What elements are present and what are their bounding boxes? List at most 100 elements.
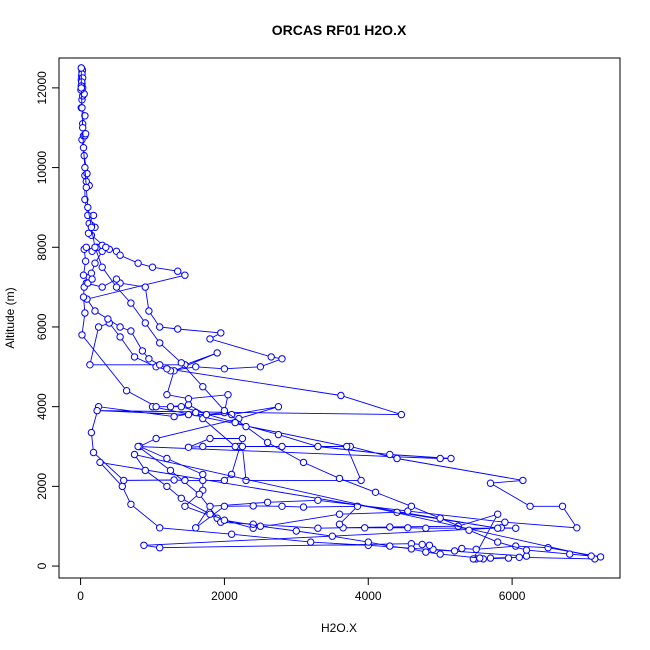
- data-point: [163, 454, 171, 463]
- data-point: [156, 524, 164, 532]
- data-point: [386, 523, 394, 531]
- y-tick-label: 10000: [35, 151, 49, 185]
- data-point: [278, 442, 286, 451]
- data-point: [141, 319, 150, 327]
- data-point: [81, 112, 89, 120]
- data-point: [299, 458, 308, 467]
- data-point: [81, 130, 90, 138]
- data-point: [82, 183, 91, 192]
- data-point: [81, 309, 89, 317]
- data-point: [436, 550, 444, 558]
- series-line: [80, 67, 603, 560]
- data-point: [337, 391, 345, 400]
- data-point: [87, 428, 96, 437]
- data-point: [141, 466, 150, 475]
- data-point: [130, 353, 139, 361]
- data-point: [274, 403, 283, 411]
- data-point: [199, 476, 207, 485]
- data-point: [156, 323, 164, 331]
- y-tick-label: 0: [35, 562, 49, 569]
- data-point: [274, 430, 283, 439]
- data-point: [78, 104, 86, 112]
- data-point: [314, 496, 322, 504]
- data-point: [87, 269, 96, 277]
- data-point: [112, 275, 121, 283]
- data-point: [79, 293, 88, 301]
- data-point: [361, 524, 369, 532]
- data-point: [371, 488, 380, 496]
- y-tick-label: 8000: [35, 234, 49, 261]
- data-point: [148, 263, 157, 271]
- data-point: [163, 365, 171, 373]
- data-point: [177, 494, 186, 502]
- data-point: [77, 84, 86, 92]
- data-point: [87, 223, 96, 232]
- data-point: [166, 403, 175, 411]
- data-point: [299, 503, 308, 511]
- data-point: [134, 259, 142, 267]
- data-point: [494, 538, 502, 546]
- data-point: [314, 524, 322, 532]
- data-point: [242, 476, 250, 485]
- data-point: [78, 331, 86, 339]
- plot-area: [58, 57, 621, 579]
- data-point: [407, 502, 416, 510]
- data-point: [263, 498, 272, 506]
- x-tick-label: 6000: [499, 589, 526, 603]
- data-point: [486, 479, 495, 487]
- data-point: [174, 325, 182, 333]
- y-tick-label: 4000: [35, 393, 49, 420]
- data-point: [91, 259, 99, 267]
- data-point: [458, 544, 466, 553]
- data-point: [166, 466, 175, 475]
- data-point: [231, 442, 239, 451]
- data-point: [79, 144, 88, 152]
- data-point: [256, 522, 265, 530]
- data-point: [418, 540, 426, 549]
- data-point: [242, 422, 250, 431]
- series-line: [80, 68, 592, 559]
- data-point: [156, 544, 164, 552]
- data-point: [170, 476, 178, 484]
- data-point: [397, 410, 406, 419]
- data-point: [199, 383, 207, 391]
- x-tick-label: 2000: [211, 589, 238, 603]
- data-point: [364, 538, 372, 546]
- data-point: [89, 448, 98, 457]
- data-point: [84, 229, 93, 238]
- data-point: [163, 482, 171, 491]
- data-point: [335, 520, 344, 528]
- data-point: [199, 470, 207, 479]
- data-point: [425, 541, 434, 549]
- data-point: [519, 476, 527, 485]
- data-point: [227, 530, 236, 538]
- data-point: [486, 554, 495, 562]
- data-point: [206, 335, 214, 343]
- data-point: [256, 363, 265, 371]
- data-point: [357, 476, 365, 485]
- data-point: [238, 442, 247, 451]
- data-point: [476, 554, 484, 562]
- data-point: [393, 454, 401, 463]
- data-point: [184, 395, 193, 403]
- y-tick-label: 6000: [35, 313, 49, 340]
- data-point: [81, 257, 90, 265]
- data-point: [407, 545, 416, 553]
- data-point: [82, 243, 91, 252]
- data-point: [267, 353, 275, 361]
- data-point: [174, 267, 182, 275]
- data-point: [195, 490, 204, 498]
- data-point: [116, 323, 124, 331]
- data-point: [494, 510, 502, 518]
- data-point: [96, 458, 104, 467]
- data-point: [177, 359, 186, 367]
- chart-title: ORCAS RF01 H2O.X: [272, 22, 407, 38]
- data-point: [192, 408, 200, 417]
- data-point: [404, 524, 412, 532]
- data-point: [224, 391, 232, 399]
- data-point: [98, 283, 106, 291]
- x-axis: 0 2000 4000 6000: [77, 577, 526, 603]
- data-point: [170, 412, 178, 421]
- data-point: [515, 553, 523, 561]
- data-point: [544, 544, 552, 552]
